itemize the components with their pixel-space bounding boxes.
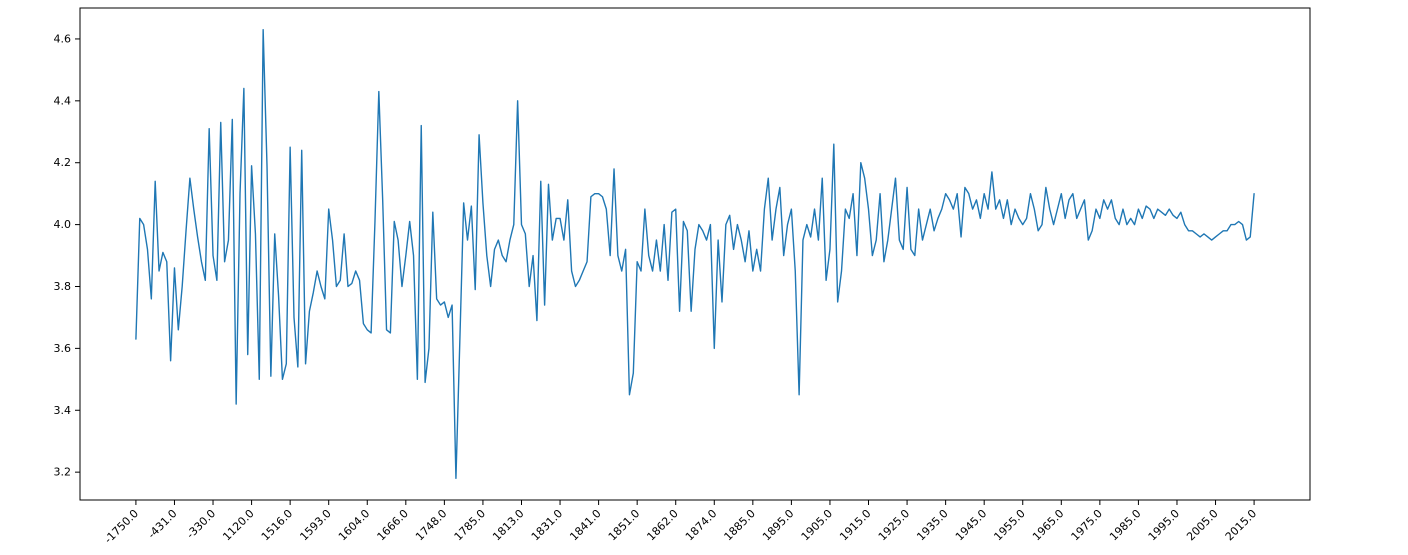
x-tick-label: 1895.0 [760,507,796,543]
x-tick-label: 1593.0 [297,507,333,543]
x-tick-label: 1955.0 [991,507,1027,543]
x-tick-label: -330.0 [184,507,218,541]
x-tick-label: 1915.0 [837,507,873,543]
x-tick-label: 1851.0 [606,507,642,543]
y-tick-label: 4.4 [54,94,72,107]
y-tick-label: 3.4 [54,404,72,417]
x-tick-label: 1831.0 [529,507,565,543]
x-tick-label: 1748.0 [413,507,449,543]
x-tick-label: 1120.0 [220,507,256,543]
x-tick-label: 1604.0 [336,507,372,543]
x-tick-label: 1985.0 [1107,507,1143,543]
x-tick-label: 1862.0 [644,507,680,543]
x-tick-label: 1666.0 [375,507,411,543]
y-tick-label: 4.2 [54,156,72,169]
x-tick-label: 1995.0 [1146,507,1182,543]
x-tick-label: 1885.0 [722,507,758,543]
x-tick-label: 1975.0 [1069,507,1105,543]
x-tick-label: 1905.0 [799,507,835,543]
y-tick-label: 4.0 [54,218,72,231]
y-tick-label: 3.8 [54,280,72,293]
series-line [135,28,1255,480]
y-tick-label: 3.2 [54,466,72,479]
x-tick-label: 2005.0 [1184,507,1220,543]
x-tick-label: 1874.0 [683,507,719,543]
x-tick-label: 1785.0 [452,507,488,543]
y-tick-label: 3.6 [54,342,72,355]
y-tick-label: 4.6 [54,32,72,45]
x-tick-label: 1945.0 [953,507,989,543]
x-tick-label: 2015.0 [1223,507,1259,543]
x-tick-label: 1925.0 [876,507,912,543]
x-tick-label: -431.0 [145,507,179,541]
x-tick-label: 1813.0 [490,507,526,543]
x-tick-label: 1965.0 [1030,507,1066,543]
x-tick-label: -1750.0 [102,507,141,546]
x-tick-label: 1935.0 [914,507,950,543]
x-tick-label: 1841.0 [567,507,603,543]
x-tick-label: 1516.0 [259,507,295,543]
